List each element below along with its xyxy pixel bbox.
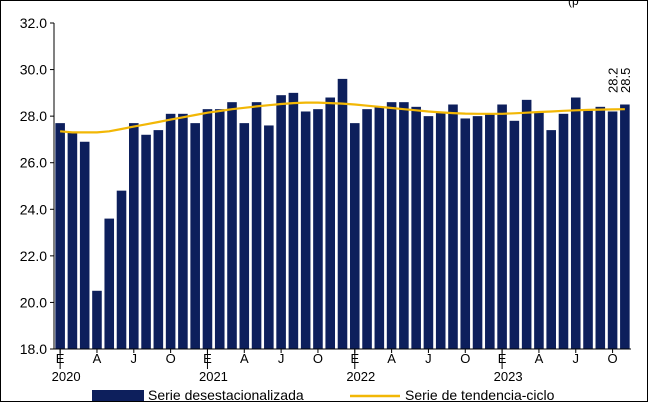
y-tick-label: 22.0 (20, 248, 47, 264)
bar-33 (448, 104, 458, 349)
x-month-label: O (313, 351, 323, 366)
bar-25 (349, 123, 360, 349)
x-month-label: A (240, 351, 249, 366)
x-month-label: O (608, 351, 618, 366)
bar-20 (288, 92, 299, 349)
bar-40 (534, 111, 544, 349)
y-tick-label: 28.0 (20, 108, 47, 124)
bar-30 (411, 106, 421, 349)
bar-34 (460, 118, 471, 349)
x-month-label: A (535, 351, 544, 366)
bar-28 (386, 102, 397, 350)
trend-layer (60, 101, 625, 134)
bar-10 (165, 113, 176, 349)
bar-8 (141, 134, 151, 349)
y-tick-label: 32.0 (20, 15, 47, 31)
bar-44 (583, 109, 593, 350)
x-month-label: O (460, 351, 470, 366)
bars-layer (55, 78, 630, 350)
bar-26 (362, 109, 372, 350)
bar-2 (67, 132, 78, 349)
legend: Serie desestacionalizada Serie de tendenc… (92, 387, 555, 402)
bar-3 (79, 141, 90, 349)
x-year-label: 2023 (494, 369, 523, 384)
bar-15 (227, 102, 237, 350)
bar-7 (129, 123, 139, 349)
bar-42 (558, 113, 569, 349)
y-tick-label: 30.0 (20, 62, 47, 78)
bar-22 (313, 109, 323, 350)
bar-5 (104, 218, 115, 349)
bar-23 (325, 97, 336, 349)
bar-31 (423, 116, 434, 350)
data-label: 28.2 (606, 68, 621, 93)
x-year-label: 2021 (199, 369, 228, 384)
y-tick-label: 26.0 (20, 155, 47, 171)
bar-14 (214, 109, 225, 350)
x-month-label: J (425, 351, 432, 366)
trend-line (60, 101, 625, 134)
bar-38 (509, 120, 520, 349)
bar-37 (497, 104, 507, 349)
bar-39 (521, 99, 532, 349)
bar-6 (116, 190, 127, 349)
bar-36 (485, 113, 495, 349)
bar-29 (399, 102, 409, 350)
x-month-label: A (93, 351, 102, 366)
bar-13 (202, 109, 213, 350)
legend-bar-swatch (92, 390, 144, 401)
bar-9 (153, 130, 164, 349)
x-year-label: 2022 (346, 369, 375, 384)
x-month-label: J (131, 351, 138, 366)
bar-47 (620, 104, 630, 349)
x-month-label: J (573, 351, 580, 366)
x-month-label: J (278, 351, 285, 366)
labels-layer: 28.228.5 (606, 68, 633, 93)
bar-17 (251, 102, 262, 350)
bar-4 (92, 290, 102, 349)
x-month-label: A (387, 351, 396, 366)
x-year-label: 2020 (52, 369, 81, 384)
legend-bar-label: Serie desestacionalizada (148, 387, 304, 402)
x-month-label: O (166, 351, 176, 366)
y-tick-label: 18.0 (20, 341, 47, 357)
bar-45 (595, 106, 606, 349)
bar-21 (300, 111, 311, 349)
bar-19 (276, 95, 286, 349)
axes-layer: 18.020.022.024.026.028.030.032.0E A J O E A J O… (20, 15, 631, 384)
bar-16 (239, 123, 250, 349)
y-tick-label: 24.0 (20, 201, 47, 217)
bar-1 (55, 123, 65, 349)
bar-46 (607, 111, 618, 349)
y-tick-label: 20.0 (20, 294, 47, 310)
bar-35 (472, 116, 483, 350)
bar-27 (374, 106, 385, 349)
corner-text: (p (568, 0, 579, 8)
bar-12 (190, 123, 200, 349)
bar-32 (435, 111, 446, 349)
bar-43 (570, 97, 581, 349)
legend-line-label: Serie de tendencia-ciclo (405, 387, 555, 402)
bar-24 (337, 78, 348, 349)
bar-18 (264, 125, 274, 349)
data-label: 28.5 (618, 68, 633, 93)
bar-11 (178, 113, 188, 349)
bar-41 (546, 130, 556, 349)
